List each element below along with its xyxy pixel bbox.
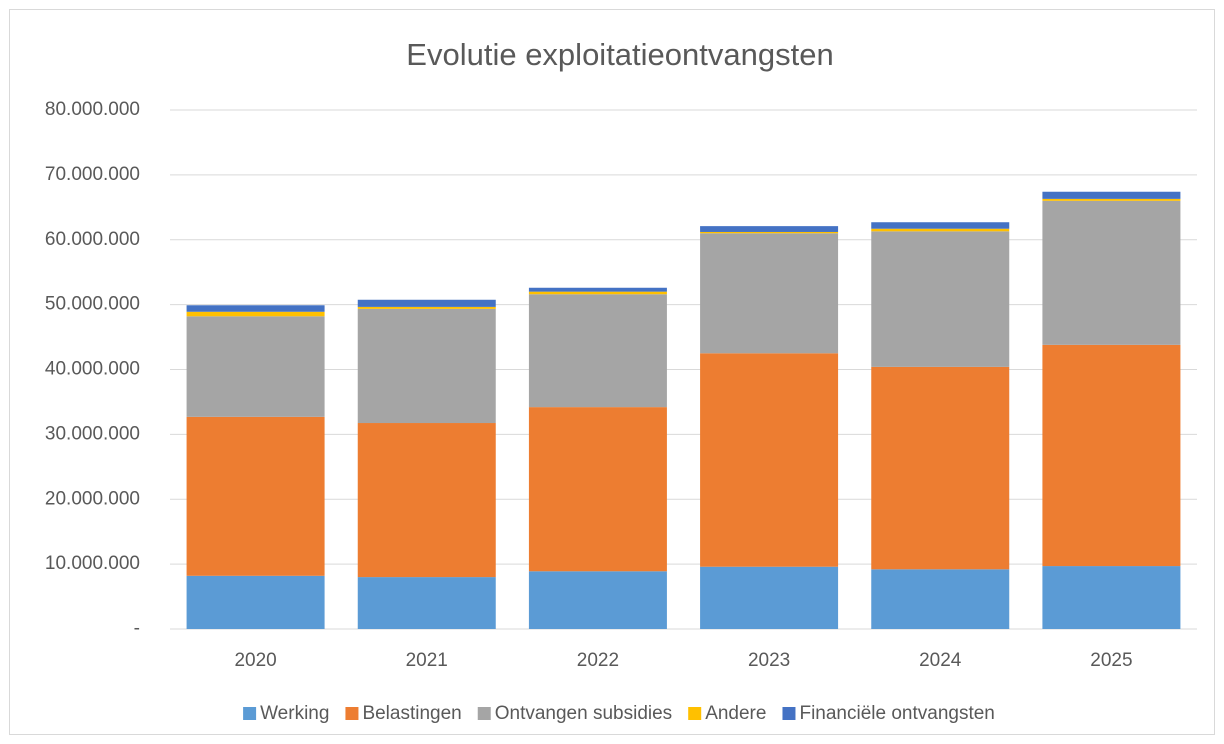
y-tick-label: 60.000.000 (45, 229, 140, 250)
bar-segment (357, 308, 496, 424)
y-tick-label: 80.000.000 (45, 99, 140, 120)
bar-segment (700, 231, 839, 234)
bar-segment (1042, 198, 1181, 201)
bar-segment (528, 407, 667, 572)
bar-segment (357, 577, 496, 629)
x-tick-label: 2025 (1090, 650, 1132, 671)
bar-segment (186, 305, 325, 312)
legend-swatch (345, 707, 359, 720)
bar-segment (528, 571, 667, 629)
bar-segment (357, 306, 496, 309)
bar-segment (700, 226, 839, 232)
legend-label: Ontvangen subsidies (495, 703, 672, 724)
bar-segment (357, 299, 496, 307)
legend-swatch (782, 707, 796, 720)
y-tick-label: 70.000.000 (45, 164, 140, 185)
bar-segment (528, 294, 667, 408)
legend-swatch (243, 707, 257, 720)
y-tick-label: 10.000.000 (45, 553, 140, 574)
y-tick-label: 20.000.000 (45, 488, 140, 509)
legend-swatch (688, 707, 702, 720)
x-tick-label: 2022 (577, 650, 619, 671)
y-tick-label: - (134, 618, 140, 639)
x-tick-label: 2021 (406, 650, 448, 671)
bar-segment (871, 228, 1010, 232)
y-tick-label: 40.000.000 (45, 359, 140, 380)
chart-title: Evolutie exploitatieontvangsten (406, 37, 833, 72)
bar-segment (700, 233, 839, 354)
bar-segment (871, 231, 1010, 367)
bar-segment (871, 569, 1010, 629)
legend-label: Werking (260, 703, 329, 724)
bar-segment (700, 353, 839, 567)
bar-segment (528, 287, 667, 292)
legend-label: Andere (705, 703, 766, 724)
bar-segment (186, 316, 325, 417)
bar-segment (1042, 200, 1181, 345)
legend-swatch (477, 707, 491, 720)
bar-segment (871, 222, 1010, 229)
legend-label: Financiële ontvangsten (799, 703, 994, 724)
bar-segment (1042, 344, 1181, 567)
bar-segment (1042, 191, 1181, 199)
bar-segment (1042, 566, 1181, 629)
y-tick-label: 50.000.000 (45, 294, 140, 315)
bar-segment (700, 566, 839, 629)
x-tick-label: 2024 (919, 650, 962, 671)
x-tick-label: 2023 (748, 650, 790, 671)
bar-segment (186, 311, 325, 317)
bar-segment (528, 291, 667, 295)
legend-label: Belastingen (362, 703, 461, 724)
bar-segment (871, 366, 1010, 570)
bar-segment (186, 416, 325, 576)
y-tick-label: 30.000.000 (45, 423, 140, 444)
x-tick-label: 2020 (234, 650, 276, 671)
bar-segment (357, 423, 496, 578)
bar-segment (186, 575, 325, 629)
